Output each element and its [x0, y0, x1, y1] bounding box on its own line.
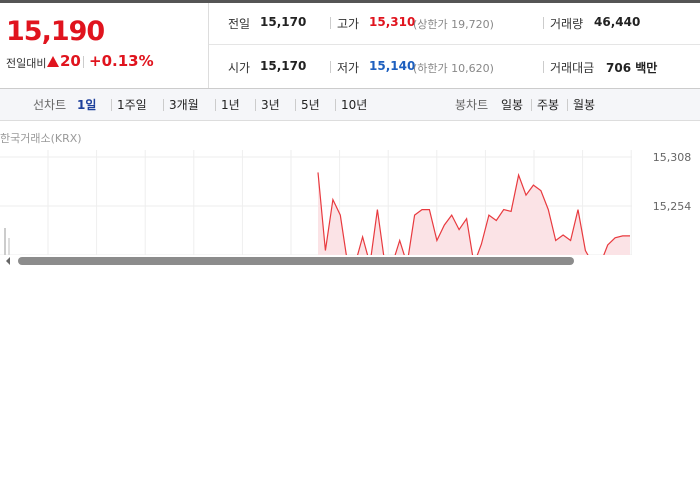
- up-icon: [47, 56, 59, 67]
- price-area: [318, 172, 630, 255]
- separator: [163, 99, 164, 111]
- change-pct: +0.13%: [89, 52, 154, 70]
- candle-option[interactable]: 일봉: [501, 98, 524, 112]
- period-option[interactable]: 3년: [261, 98, 280, 112]
- scroll-left: [6, 257, 10, 265]
- stat-value: 15,310: [369, 15, 416, 29]
- separator: [295, 99, 296, 111]
- separator: [567, 99, 568, 111]
- scroll-thumb[interactable]: [18, 257, 574, 265]
- stat-value: 15,140: [369, 59, 416, 73]
- separator: [543, 17, 544, 29]
- tool-label: 봉차트: [455, 98, 489, 112]
- chart: 15,308 15,254: [0, 150, 700, 268]
- top-border: [0, 0, 700, 3]
- change-label: 전일대비: [6, 57, 47, 70]
- separator: [111, 99, 112, 111]
- candle-option[interactable]: 월봉: [573, 98, 596, 112]
- stat-value: 46,440: [594, 15, 641, 29]
- stat-label: 거래량: [550, 17, 584, 31]
- separator: [335, 99, 336, 111]
- stat-label: 거래대금: [550, 61, 595, 75]
- y-tick-label: 15,254: [653, 200, 692, 213]
- stat-value: 15,170: [260, 15, 307, 29]
- chart-source: 한국거래소(KRX): [0, 132, 82, 145]
- separator: [543, 61, 544, 73]
- divider: [208, 3, 209, 88]
- stat-value: 706 백만: [606, 61, 658, 75]
- separator: [330, 61, 331, 73]
- price-series: [317, 172, 630, 255]
- stat-note: (상한가 19,720): [413, 18, 494, 31]
- candle-option[interactable]: 주봉: [537, 98, 560, 112]
- stat-label: 전일: [228, 17, 251, 31]
- y-tick-label: 15,308: [653, 151, 692, 164]
- stat-label: 고가: [337, 17, 360, 31]
- period-option[interactable]: 5년: [301, 98, 320, 112]
- separator: [255, 99, 256, 111]
- divider: [209, 44, 700, 45]
- period-option[interactable]: 1주일: [117, 98, 147, 112]
- change: 20: [60, 52, 81, 70]
- separator: [531, 99, 532, 111]
- stat-note: (하한가 10,620): [413, 62, 494, 75]
- period-option[interactable]: 3개월: [169, 98, 199, 112]
- period-option[interactable]: 1일: [77, 98, 97, 112]
- separator: [330, 17, 331, 29]
- separator: [215, 99, 216, 111]
- stat-label: 시가: [228, 61, 251, 75]
- price-line: [317, 172, 630, 255]
- tool-label: 선차트: [33, 98, 67, 112]
- price: 15,190: [6, 16, 105, 47]
- toolbar: [0, 88, 700, 121]
- stat-label: 저가: [337, 61, 360, 75]
- stat-value: 15,170: [260, 59, 307, 73]
- period-option[interactable]: 10년: [341, 98, 368, 112]
- period-option[interactable]: 1년: [221, 98, 240, 112]
